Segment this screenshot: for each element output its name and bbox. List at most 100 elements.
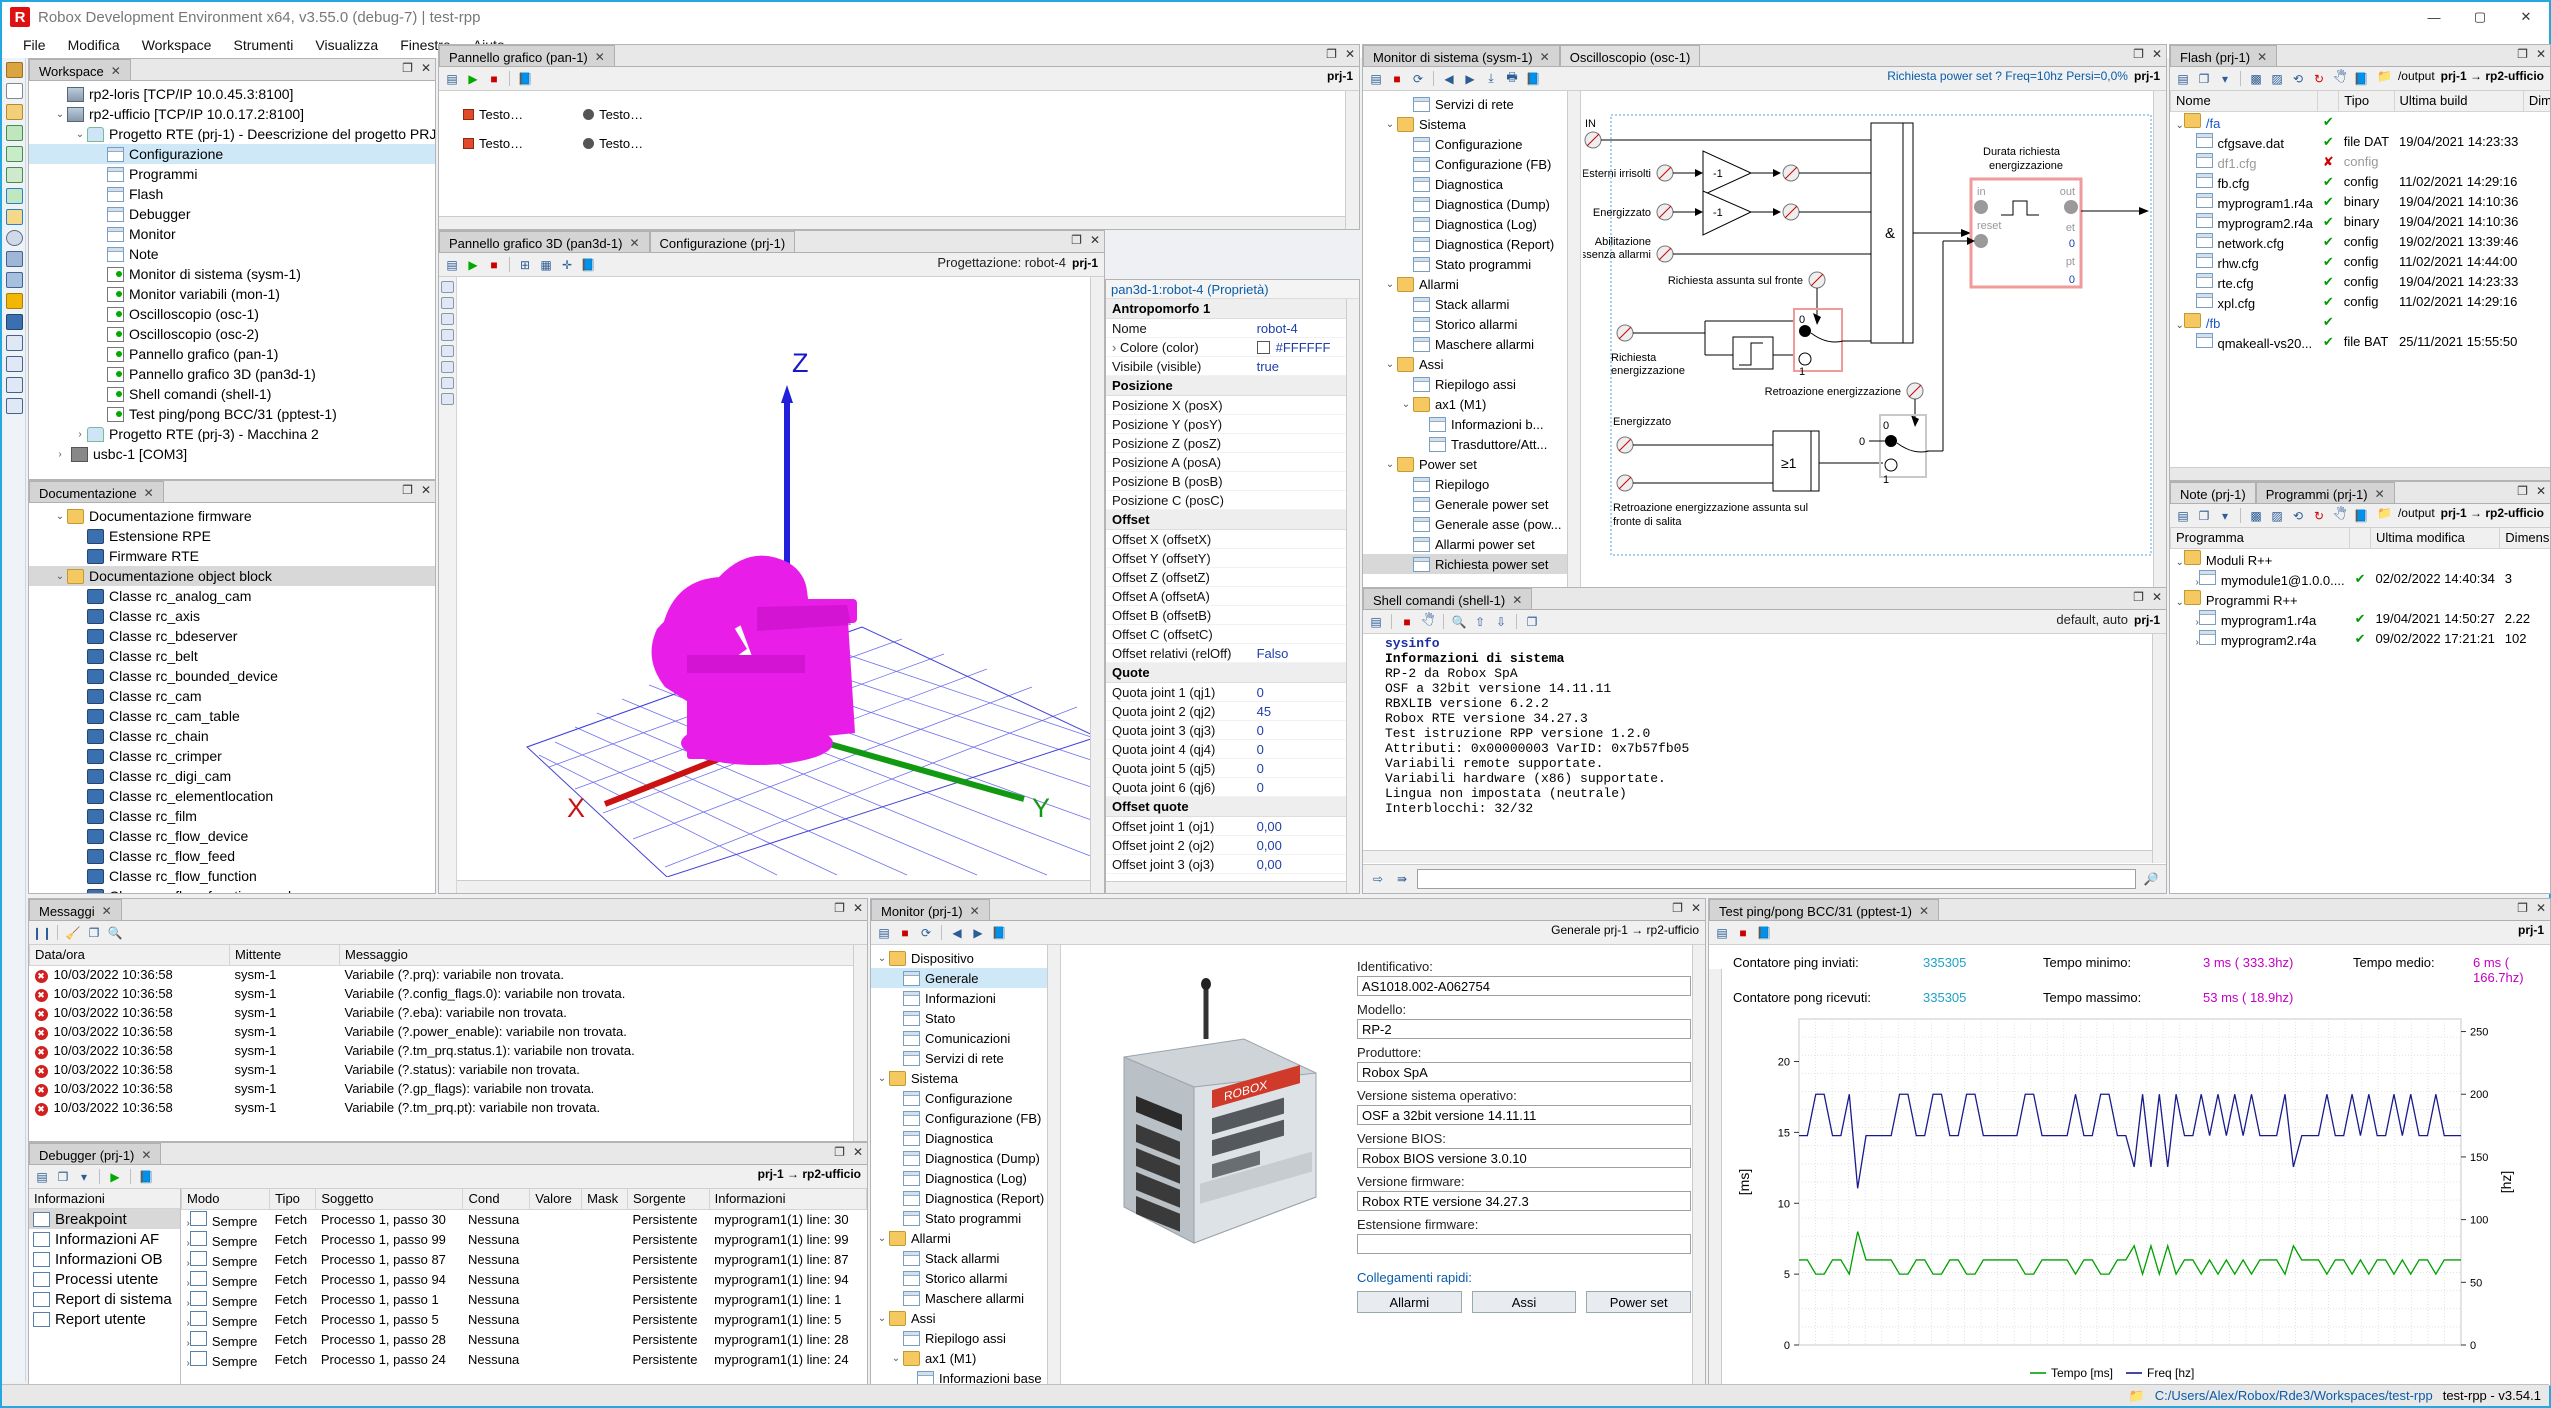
property-row[interactable]: Offset Y (offsetY) (1106, 549, 1359, 568)
tab-debugger[interactable]: Debugger (prj-1) ✕ (29, 1143, 162, 1164)
new-file-icon[interactable] (6, 83, 23, 99)
refresh-icon[interactable]: ⟳ (1412, 71, 1424, 86)
expand-toggle-icon[interactable]: ⌄ (877, 952, 887, 964)
tree-row[interactable]: Maschere allarmi (1363, 334, 1580, 354)
tree-row[interactable]: Riepilogo assi (1363, 374, 1580, 394)
tree-row[interactable]: Classe rc_bdeserver (29, 626, 435, 646)
column-header[interactable]: Valore (529, 1189, 583, 1210)
book-icon[interactable]: 📘 (1756, 925, 1772, 940)
tree-row[interactable]: Generale power set (1363, 494, 1580, 514)
tree-row[interactable]: Shell comandi (shell-1) (29, 384, 435, 404)
messages-table-body[interactable]: ✖ 10/03/2022 10:36:58 sysm-1 Variabile (?.p… (30, 965, 867, 1117)
debugger-side-list[interactable]: Breakpoint Informazioni AF Informazioni OB… (29, 1209, 180, 1329)
expand-toggle-icon[interactable]: ⌄ (55, 510, 65, 522)
float-icon[interactable]: ❐ (2517, 901, 2528, 915)
tree-row[interactable]: ⌄ Allarmi (871, 1228, 1060, 1248)
scrollbar-horizontal[interactable] (439, 216, 1345, 229)
find-next-icon[interactable]: ⇩ (1495, 614, 1507, 629)
file-name-cell[interactable]: qmakeall-vs20... (2171, 332, 2318, 352)
expand-toggle-icon[interactable]: ⌄ (1385, 278, 1395, 290)
import-icon[interactable] (6, 335, 23, 351)
scrollbar-horizontal[interactable] (1363, 850, 2152, 863)
property-value[interactable]: true (1256, 358, 1279, 374)
property-row[interactable]: Posizione X (posX) (1106, 396, 1359, 415)
property-value[interactable]: 0 (1256, 722, 1264, 738)
link-icon[interactable] (6, 272, 23, 288)
stop-icon[interactable]: ■ (490, 71, 498, 86)
property-row[interactable]: Quota joint 6 (qj6) 0 (1106, 778, 1359, 797)
float-icon[interactable]: ❐ (402, 483, 413, 497)
file-name-cell[interactable]: myprogram2.r4a (2171, 212, 2318, 232)
attach-icon[interactable] (6, 251, 23, 267)
quicklink-button[interactable]: Allarmi (1357, 1291, 1462, 1313)
breakpoint-mode-cell[interactable]: › Sempre (182, 1330, 270, 1350)
monitor-tree-pane[interactable]: ⌄ Dispositivo Generale Informazioni Stato Com… (871, 945, 1061, 1385)
tree-row[interactable]: Diagnostica (Dump) (1363, 194, 1580, 214)
open-file-icon[interactable] (6, 104, 23, 120)
tree-row[interactable]: Configurazione (871, 1088, 1060, 1108)
table-row[interactable]: rte.cfg ✔ config 19/04/2021 14:23:33 (2171, 272, 2551, 292)
view-side-icon[interactable] (441, 377, 454, 389)
documentation-tree-body[interactable]: ⌄ Documentazione firmware Estensione RPE Fi… (29, 503, 435, 893)
tree-row[interactable]: Classe rc_crimper (29, 746, 435, 766)
book-icon[interactable]: 📘 (2353, 508, 2369, 523)
grid-icon[interactable]: ▦ (540, 257, 552, 272)
scrollbar-vertical[interactable] (2152, 634, 2166, 863)
tab-shell-comandi[interactable]: Shell comandi (shell-1) ✕ (1363, 588, 1533, 609)
play-icon[interactable]: ▶ (468, 71, 478, 86)
expand-toggle-icon[interactable]: › (186, 1317, 190, 1329)
tree-row[interactable]: Riepilogo assi (871, 1328, 1060, 1348)
tree-row[interactable]: Note (29, 244, 435, 264)
tree-row[interactable]: Diagnostica (871, 1128, 1060, 1148)
select-all-icon[interactable]: ▩ (2250, 508, 2262, 523)
toolbox-icon[interactable] (6, 167, 23, 183)
back-icon[interactable]: ◀ (952, 925, 962, 940)
table-row[interactable]: xpl.cfg ✔ config 11/02/2021 14:29:16 (2171, 292, 2551, 312)
tree-row[interactable]: Stato programmi (871, 1208, 1060, 1228)
table-row[interactable]: ✖ 10/03/2022 10:36:58 sysm-1 Variabile (?.p… (30, 1022, 867, 1041)
column-header[interactable]: Ultima modifica (2370, 528, 2501, 549)
play-icon[interactable]: ▶ (468, 257, 478, 272)
graphic-canvas[interactable]: Testo… Testo… Testo… Testo… (439, 91, 1359, 229)
expand-toggle-icon[interactable]: ⌄ (891, 1352, 901, 1364)
tab-sysmon-1[interactable]: Oscilloscopio (osc-1) (1559, 45, 1701, 66)
book-icon[interactable]: 📘 (138, 1169, 154, 1184)
select-all-icon[interactable]: ▩ (2250, 71, 2262, 86)
float-icon[interactable]: ❐ (2133, 47, 2144, 61)
column-header[interactable]: Programma (2170, 528, 2351, 549)
property-row[interactable]: Quota joint 4 (qj4) 0 (1106, 740, 1359, 759)
column-header[interactable]: Data/ora (29, 945, 230, 966)
breakpoint-mode-cell[interactable]: › Sempre (182, 1209, 270, 1230)
expand-toggle-icon[interactable]: ⌄ (75, 128, 85, 140)
tree-row[interactable]: Informazioni (871, 988, 1060, 1008)
tab-pingpong[interactable]: Test ping/pong BCC/31 (pptest-1) ✕ (1709, 899, 1939, 920)
close-icon[interactable]: ✕ (2535, 47, 2546, 61)
tree-row[interactable]: Classe rc_analog_cam (29, 586, 435, 606)
tree-row[interactable]: Classe rc_belt (29, 646, 435, 666)
tab-monitor[interactable]: Monitor (prj-1) ✕ (871, 899, 990, 920)
debugger-side-item[interactable]: Report di sistema (29, 1289, 180, 1309)
property-value[interactable]: 0,00 (1256, 837, 1282, 853)
close-icon[interactable]: ✕ (2151, 590, 2162, 604)
pause-icon[interactable]: ❙❙ (31, 925, 53, 940)
color-swatch-icon[interactable] (1256, 340, 1270, 354)
book-icon[interactable]: 📘 (517, 71, 533, 86)
measure-icon[interactable] (441, 393, 454, 405)
properties-icon[interactable]: ▤ (446, 257, 458, 272)
scrollbar-vertical[interactable] (1047, 945, 1060, 1385)
table-row[interactable]: › Sempre Fetch Processo 1, passo 30 Nessuna P… (182, 1209, 867, 1230)
scrollbar-vertical[interactable] (1090, 277, 1104, 893)
scrollbar-vertical[interactable] (1692, 945, 1705, 1385)
tree-row[interactable]: ⌄ Sistema (871, 1068, 1060, 1088)
expand-toggle-icon[interactable]: ⌄ (2175, 596, 2184, 608)
tree-row[interactable]: Diagnostica (Log) (871, 1168, 1060, 1188)
tree-row[interactable]: Stack allarmi (871, 1248, 1060, 1268)
deselect-icon[interactable]: ▨ (2271, 508, 2283, 523)
expand-toggle-icon[interactable]: ⌄ (55, 108, 65, 120)
reload-icon[interactable]: ↻ (2313, 71, 2325, 86)
expand-toggle-icon[interactable]: › (186, 1357, 190, 1369)
tree-row[interactable]: ⌄ ax1 (M1) (1363, 394, 1580, 414)
property-row[interactable]: Visibile (visible) true (1106, 357, 1359, 376)
tree-row[interactable]: ⌄ Allarmi (1363, 274, 1580, 294)
properties-icon[interactable]: ▤ (1370, 614, 1382, 629)
